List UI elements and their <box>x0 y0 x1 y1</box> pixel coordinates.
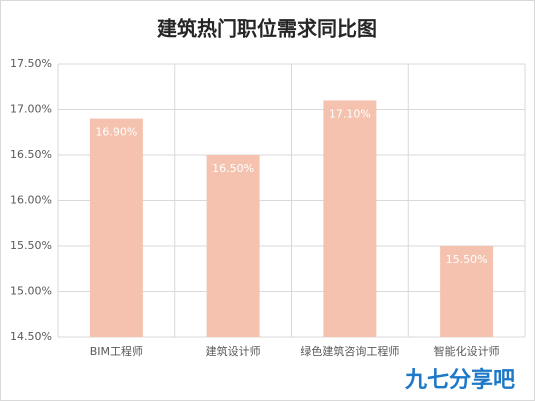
y-tick-label: 17.50% <box>10 57 52 70</box>
y-tick-label: 16.00% <box>10 194 52 207</box>
watermark: 九七分享吧 <box>404 367 515 393</box>
bar <box>440 246 494 337</box>
value-label: 16.90% <box>95 126 137 139</box>
y-tick-label: 15.50% <box>10 239 52 252</box>
x-tick-label: 建筑设计师 <box>206 344 261 358</box>
y-tick-label: 17.00% <box>10 103 52 116</box>
value-label: 16.50% <box>212 162 254 175</box>
y-tick-label: 16.50% <box>10 148 52 161</box>
y-tick-label: 15.00% <box>10 285 52 298</box>
x-tick-label: 绿色建筑咨询工程师 <box>300 344 399 358</box>
chart-title: 建筑热门职位需求同比图 <box>157 17 377 41</box>
bar <box>323 100 377 338</box>
bar <box>206 155 260 337</box>
y-tick-label: 14.50% <box>10 330 52 343</box>
x-tick-label: 智能化设计师 <box>434 344 500 358</box>
value-label: 15.50% <box>446 253 488 266</box>
bar <box>89 118 143 337</box>
x-tick-label: BIM工程师 <box>90 345 143 358</box>
value-label: 17.10% <box>329 107 371 120</box>
